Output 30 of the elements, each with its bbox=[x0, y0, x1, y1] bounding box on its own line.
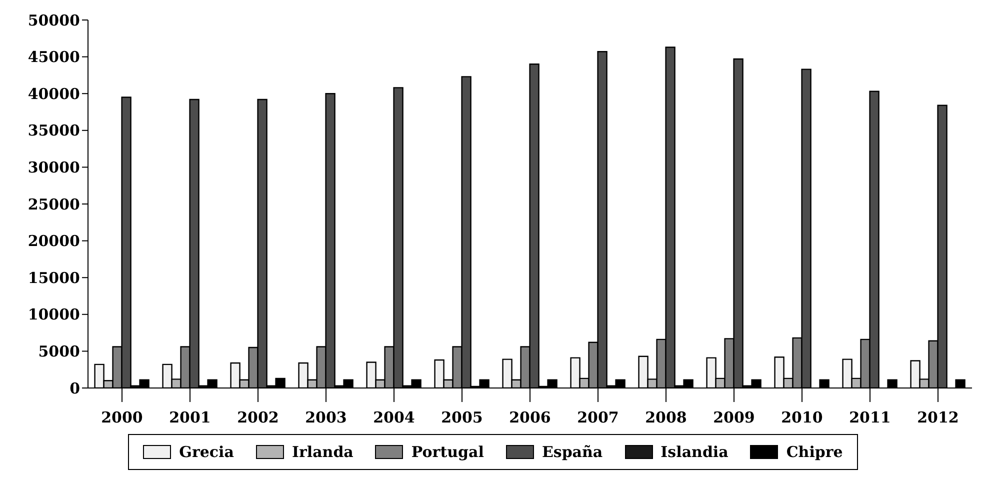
x-tick-label: 2001 bbox=[169, 408, 211, 427]
x-tick-label: 2010 bbox=[781, 408, 823, 427]
y-tick-label: 15000 bbox=[28, 268, 80, 287]
legend-label: Islandia bbox=[660, 443, 728, 461]
legend-label: España bbox=[542, 443, 603, 461]
y-tick-label: 5000 bbox=[38, 342, 80, 361]
y-tick-label: 30000 bbox=[28, 158, 80, 177]
y-tick-label: 20000 bbox=[28, 232, 80, 250]
x-tick-label: 2005 bbox=[441, 408, 483, 427]
legend-label: Chipre bbox=[786, 443, 843, 461]
y-tick-label: 40000 bbox=[28, 84, 80, 103]
x-tick-label: 2003 bbox=[305, 408, 347, 427]
y-tick-label: 50000 bbox=[28, 11, 80, 30]
x-tick-label: 2009 bbox=[713, 408, 755, 427]
y-tick-label: 35000 bbox=[28, 122, 80, 140]
legend-label: Irlanda bbox=[292, 443, 354, 461]
x-tick-label: 2006 bbox=[509, 408, 551, 427]
legend-label: Portugal bbox=[411, 443, 484, 461]
legend-label: Grecia bbox=[179, 443, 234, 461]
x-tick-label: 2011 bbox=[849, 408, 891, 427]
x-tick-label: 2007 bbox=[577, 408, 619, 427]
x-tick-label: 2002 bbox=[237, 408, 279, 427]
y-tick-label: 25000 bbox=[28, 195, 80, 214]
x-tick-label: 2012 bbox=[917, 408, 959, 427]
x-tick-label: 2004 bbox=[373, 408, 415, 427]
y-tick-label: 45000 bbox=[28, 48, 80, 66]
x-tick-label: 2000 bbox=[101, 408, 143, 427]
y-tick-label: 0 bbox=[70, 379, 80, 398]
x-tick-label: 2008 bbox=[645, 408, 687, 427]
y-tick-label: 10000 bbox=[28, 306, 80, 324]
